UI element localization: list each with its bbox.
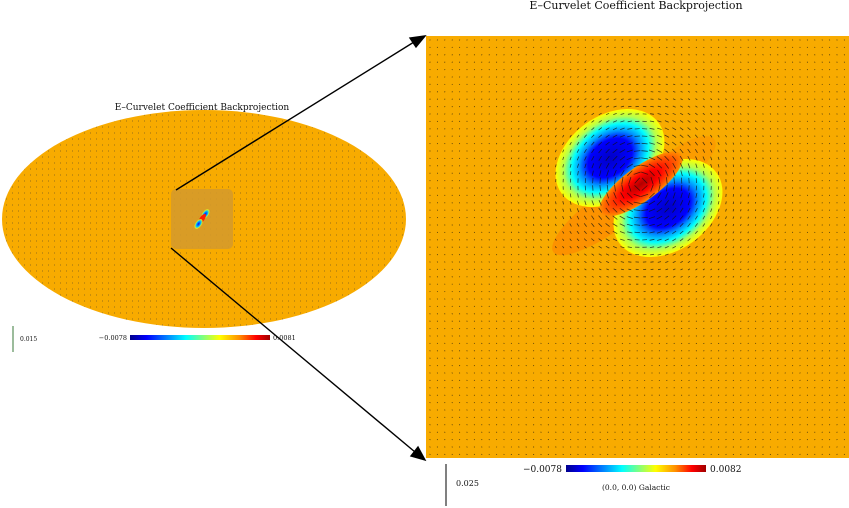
zoom-map-title: E–Curvelet Coefficient Backprojection [529, 0, 742, 12]
zoom-coordinate-label: (0.0, 0.0) Galactic [602, 483, 670, 492]
full-vector-scale-label: 0.015 [20, 336, 37, 343]
zoom-map-vector-scale: 0.025 [445, 464, 479, 506]
small-feature [194, 209, 210, 229]
zoom-arrows [170, 35, 427, 462]
zoom-map-colorbar: −0.0078 0.0082 (0.0, 0.0) Galactic [523, 465, 742, 492]
full-colorbar-gradient [130, 335, 270, 340]
full-colorbar-min: −0.0078 [99, 334, 127, 342]
polarization-vectors [429, 39, 846, 456]
full-map-colorbar: −0.0078 0.0081 [99, 334, 296, 342]
zoom-colorbar-gradient [566, 465, 706, 472]
zoom-colorbar-min: −0.0078 [523, 465, 562, 475]
zoom-vector-scale-label: 0.025 [456, 479, 479, 488]
full-colorbar-max: 0.0081 [273, 334, 296, 342]
zoom-colorbar-max: 0.0082 [710, 465, 742, 475]
full-map-title: E–Curvelet Coefficient Backprojection [115, 103, 290, 113]
full-sky-map [2, 110, 406, 328]
zoom-map [426, 36, 849, 458]
full-map-vector-scale: 0.015 [12, 326, 37, 352]
